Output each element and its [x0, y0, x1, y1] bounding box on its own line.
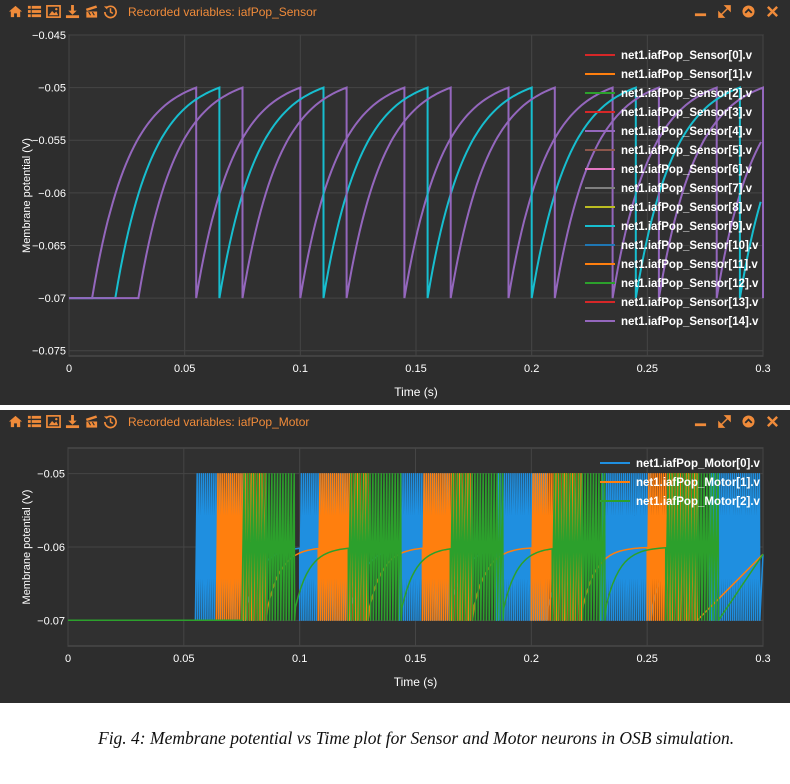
- y-tick-label: −0.05: [38, 83, 66, 95]
- x-tick-label: 0.15: [405, 363, 426, 375]
- home-icon[interactable]: [8, 4, 23, 19]
- y-axis-label: Membrane potential (V): [21, 138, 33, 253]
- sensor-chart: 0 0.05 0.1 0.15 0.2 0.25 0.3 −0.045 −0.05 −0.055 −…: [21, 30, 771, 399]
- x-tick-label: 0.3: [755, 653, 770, 665]
- legend-entry: net1.iafPop_Sensor[1].v: [621, 69, 753, 81]
- motor-panel-title: Recorded variables: iafPop_Motor: [128, 415, 310, 429]
- history-icon[interactable]: [103, 4, 118, 19]
- legend-entry: net1.iafPop_Motor[0].v: [636, 458, 761, 470]
- legend-entry: net1.iafPop_Sensor[10].v: [621, 240, 759, 252]
- collapse-icon[interactable]: [741, 414, 756, 429]
- home-icon[interactable]: [8, 414, 23, 429]
- image-icon[interactable]: [46, 414, 61, 429]
- legend: net1.iafPop_Sensor[0].v net1.iafPop_Senso…: [585, 50, 759, 328]
- legend-entry: net1.iafPop_Sensor[5].v: [621, 145, 753, 157]
- close-icon[interactable]: [765, 414, 780, 429]
- download-icon[interactable]: [65, 414, 80, 429]
- y-tick-label: −0.075: [32, 346, 66, 358]
- download-icon[interactable]: [65, 4, 80, 19]
- minimize-icon[interactable]: [693, 4, 708, 19]
- motor-chart: 0 0.05 0.1 0.15 0.2 0.25 0.3 −0.05 −0.06 −0.07 Tim…: [21, 447, 771, 689]
- legend-entry: net1.iafPop_Sensor[4].v: [621, 126, 753, 138]
- collapse-icon[interactable]: [741, 4, 756, 19]
- expand-icon[interactable]: [717, 4, 732, 19]
- y-tick-label: −0.07: [38, 293, 66, 305]
- legend-entry: net1.iafPop_Sensor[14].v: [621, 316, 759, 328]
- x-axis-label: Time (s): [394, 675, 438, 689]
- x-tick-label: 0.1: [292, 653, 307, 665]
- y-tick-label: −0.055: [32, 135, 66, 147]
- series-line: [68, 472, 764, 622]
- x-tick-label: 0.2: [524, 363, 539, 375]
- x-tick-label: 0.2: [524, 653, 539, 665]
- x-tick-label: 0: [65, 653, 71, 665]
- movie-clapper-icon[interactable]: [84, 4, 99, 19]
- sensor-panel-title: Recorded variables: iafPop_Sensor: [128, 5, 317, 19]
- close-icon[interactable]: [765, 4, 780, 19]
- y-tick-label: −0.065: [32, 240, 66, 252]
- history-icon[interactable]: [103, 414, 118, 429]
- list-icon[interactable]: [27, 4, 42, 19]
- legend-entry: net1.iafPop_Sensor[7].v: [621, 183, 753, 195]
- figure-caption: Fig. 4: Membrane potential vs Time plot …: [98, 728, 735, 748]
- x-tick-label: 0.25: [636, 653, 657, 665]
- series-line: [69, 86, 762, 300]
- legend-entry: net1.iafPop_Sensor[13].v: [621, 297, 759, 309]
- x-axis-label: Time (s): [394, 385, 438, 399]
- y-tick-label: −0.045: [32, 30, 66, 42]
- x-tick-label: 0.05: [173, 653, 194, 665]
- legend-entry: net1.iafPop_Motor[2].v: [636, 496, 761, 508]
- image-icon[interactable]: [46, 4, 61, 19]
- legend-entry: net1.iafPop_Sensor[0].v: [621, 50, 753, 62]
- x-tick-label: 0.15: [405, 653, 426, 665]
- sensor-panel-titlebar: Recorded variables: iafPop_Sensor: [0, 0, 790, 24]
- x-tick-label: 0.05: [174, 363, 195, 375]
- x-tick-label: 0.1: [293, 363, 308, 375]
- legend-entry: net1.iafPop_Sensor[12].v: [621, 278, 759, 290]
- motor-panel-titlebar: Recorded variables: iafPop_Motor: [0, 410, 790, 434]
- x-tick-label: 0.25: [637, 363, 658, 375]
- y-tick-label: −0.06: [38, 188, 66, 200]
- legend-entry: net1.iafPop_Sensor[9].v: [621, 221, 753, 233]
- legend-entry: net1.iafPop_Sensor[11].v: [621, 259, 758, 271]
- legend-entry: net1.iafPop_Sensor[2].v: [621, 88, 753, 100]
- y-axis-label: Membrane potential (V): [21, 490, 33, 605]
- y-tick-label: −0.05: [37, 469, 65, 481]
- legend-entry: net1.iafPop_Sensor[3].v: [621, 107, 753, 119]
- list-icon[interactable]: [27, 414, 42, 429]
- legend-entry: net1.iafPop_Motor[1].v: [636, 477, 761, 489]
- expand-icon[interactable]: [717, 414, 732, 429]
- legend-entry: net1.iafPop_Sensor[8].v: [621, 202, 753, 214]
- movie-clapper-icon[interactable]: [84, 414, 99, 429]
- legend-entry: net1.iafPop_Sensor[6].v: [621, 164, 753, 176]
- series-line: [69, 86, 764, 300]
- x-tick-label: 0.3: [755, 363, 770, 375]
- legend: net1.iafPop_Motor[0].v net1.iafPop_Motor[…: [600, 458, 761, 508]
- minimize-icon[interactable]: [693, 414, 708, 429]
- y-tick-label: −0.07: [37, 615, 65, 627]
- x-tick-label: 0: [66, 363, 72, 375]
- y-tick-label: −0.06: [37, 542, 65, 554]
- series-line: [69, 86, 762, 300]
